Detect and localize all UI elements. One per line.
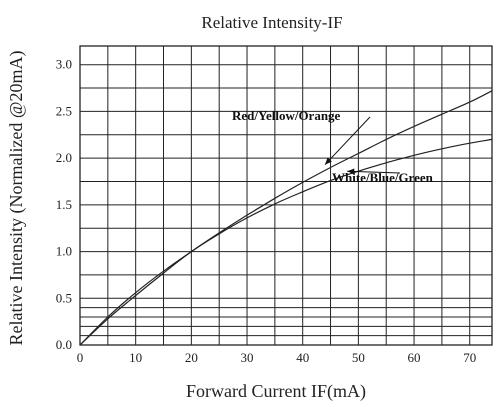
series-line-white-blue-green bbox=[79, 138, 493, 346]
annotation-arrow bbox=[347, 168, 401, 175]
plot-frame bbox=[79, 45, 493, 346]
y-tick-label: 2.0 bbox=[56, 150, 72, 165]
grid bbox=[80, 46, 492, 345]
x-tick-label: 20 bbox=[185, 350, 198, 365]
annotation-label: White/Blue/Green bbox=[332, 170, 434, 185]
x-tick-label: 60 bbox=[408, 350, 421, 365]
y-tick-label: 2.5 bbox=[56, 103, 72, 118]
x-tick-label: 50 bbox=[352, 350, 365, 365]
x-tick-label: 10 bbox=[129, 350, 142, 365]
x-tick-labels: 0 10 20 30 40 50 60 70 bbox=[77, 350, 476, 365]
series-layer bbox=[79, 90, 493, 346]
x-tick-label: 40 bbox=[296, 350, 309, 365]
series-line-red-yellow-orange bbox=[79, 90, 493, 346]
x-tick-label: 0 bbox=[77, 350, 84, 365]
y-tick-label: 1.5 bbox=[56, 197, 72, 212]
annotation-label: Red/Yellow/Orange bbox=[232, 108, 341, 123]
y-axis-label: Relative Intensity (Normalized @20mA) bbox=[6, 50, 27, 345]
y-tick-label: 3.0 bbox=[56, 57, 72, 72]
x-tick-label: 30 bbox=[241, 350, 254, 365]
x-tick-label: 70 bbox=[463, 350, 476, 365]
annotations: Red/Yellow/Orange White/Blue/Green bbox=[232, 108, 434, 185]
y-tick-labels: 0.0 0.5 1.0 1.5 2.0 2.5 3.0 bbox=[56, 57, 72, 352]
x-axis-label: Forward Current IF(mA) bbox=[186, 381, 366, 402]
y-tick-label: 0.0 bbox=[56, 337, 72, 352]
annotation-arrow bbox=[324, 116, 371, 166]
y-tick-label: 0.5 bbox=[56, 290, 72, 305]
chart-title: Relative Intensity-IF bbox=[201, 13, 342, 32]
y-tick-label: 1.0 bbox=[56, 244, 72, 259]
